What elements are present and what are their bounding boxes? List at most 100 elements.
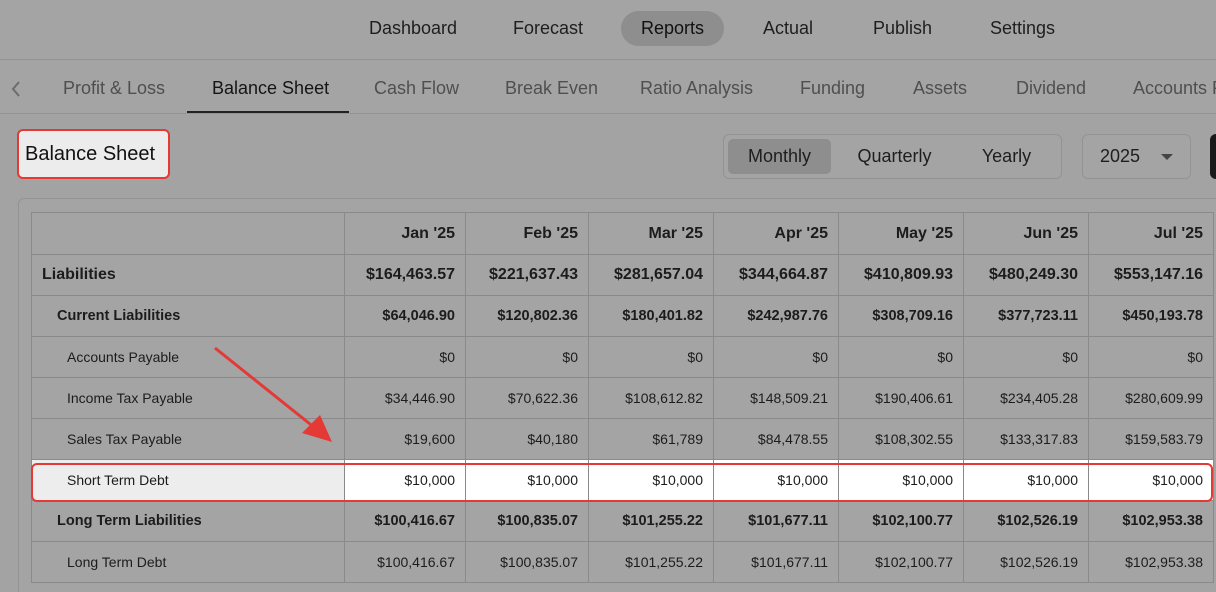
cell-value: $19,600: [344, 418, 466, 460]
cell-value: $234,405.28: [963, 377, 1089, 419]
column-header: Mar '25: [588, 212, 714, 255]
year-select[interactable]: 2025: [1082, 134, 1191, 179]
cell-value: $344,664.87: [713, 254, 839, 296]
report-tabs: Profit & Loss Balance Sheet Cash Flow Br…: [0, 61, 1216, 114]
cell-value: $480,249.30: [963, 254, 1089, 296]
balance-sheet-table: Jan '25 Feb '25 Mar '25 Apr '25 May '25 …: [31, 212, 1214, 583]
cell-value: $10,000: [588, 459, 714, 501]
cell-value: $0: [465, 336, 589, 378]
cell-value: $10,000: [838, 459, 964, 501]
chevron-left-icon[interactable]: [10, 79, 28, 99]
cell-value: $100,835.07: [465, 541, 589, 583]
cell-value: $10,000: [465, 459, 589, 501]
nav-reports[interactable]: Reports: [621, 11, 725, 46]
cell-value: $61,789: [588, 418, 714, 460]
column-header: Jun '25: [963, 212, 1089, 255]
cell-value: $0: [838, 336, 964, 378]
cell-value: $0: [1088, 336, 1214, 378]
table-row[interactable]: Income Tax Payable $34,446.90 $70,622.36 $1…: [31, 377, 1214, 419]
top-nav: Dashboard Forecast Reports Actual Publis…: [0, 0, 1216, 60]
table-row[interactable]: Long Term Liabilities $100,416.67 $100,835…: [31, 500, 1214, 542]
cell-value: $102,953.38: [1088, 541, 1214, 583]
row-label: Short Term Debt: [31, 459, 345, 501]
table-row[interactable]: Liabilities $164,463.57 $221,637.43 $281,65…: [31, 254, 1214, 296]
cell-value: $10,000: [1088, 459, 1214, 501]
action-button[interactable]: [1210, 134, 1216, 179]
cell-value: $377,723.11: [963, 295, 1089, 337]
cell-value: $242,987.76: [713, 295, 839, 337]
column-header: Apr '25: [713, 212, 839, 255]
cell-value: $308,709.16: [838, 295, 964, 337]
period-toggle: Monthly Quarterly Yearly: [723, 134, 1062, 179]
tab-assets[interactable]: Assets: [913, 78, 968, 98]
cell-value: $148,509.21: [713, 377, 839, 419]
table-row[interactable]: Current Liabilities $64,046.90 $120,802.36…: [31, 295, 1214, 337]
nav-forecast[interactable]: Forecast: [513, 18, 584, 38]
tab-ratio-analysis[interactable]: Ratio Analysis: [640, 78, 754, 98]
table-row[interactable]: Accounts Payable $0 $0 $0 $0 $0 $0 $0: [31, 336, 1214, 378]
tab-funding[interactable]: Funding: [800, 78, 866, 98]
cell-value: $0: [344, 336, 466, 378]
cell-value: $450,193.78: [1088, 295, 1214, 337]
cell-value: $40,180: [465, 418, 589, 460]
header-row: Jan '25 Feb '25 Mar '25 Apr '25 May '25 …: [31, 212, 1214, 255]
column-header: Jan '25: [344, 212, 466, 255]
tab-break-even[interactable]: Break Even: [505, 78, 599, 98]
row-label: Long Term Debt: [31, 541, 345, 583]
cell-value: $101,677.11: [713, 500, 839, 542]
cell-value: $101,255.22: [588, 500, 714, 542]
nav-settings[interactable]: Settings: [990, 18, 1056, 38]
tab-accounts-payable[interactable]: Accounts P: [1133, 78, 1216, 98]
row-label: Liabilities: [31, 254, 345, 296]
cell-value: $553,147.16: [1088, 254, 1214, 296]
cell-value: $10,000: [344, 459, 466, 501]
column-header: Jul '25: [1088, 212, 1214, 255]
cell-value: $164,463.57: [344, 254, 466, 296]
cell-value: $159,583.79: [1088, 418, 1214, 460]
cell-value: $34,446.90: [344, 377, 466, 419]
cell-value: $280,609.99: [1088, 377, 1214, 419]
cell-value: $0: [588, 336, 714, 378]
column-header: May '25: [838, 212, 964, 255]
table-row[interactable]: Sales Tax Payable $19,600 $40,180 $61,789 $8…: [31, 418, 1214, 460]
row-label: Current Liabilities: [31, 295, 345, 337]
period-yearly[interactable]: Yearly: [981, 146, 1032, 166]
row-label: Long Term Liabilities: [31, 500, 345, 542]
cell-value: $84,478.55: [713, 418, 839, 460]
nav-dashboard[interactable]: Dashboard: [369, 18, 458, 38]
cell-value: $100,835.07: [465, 500, 589, 542]
nav-actual[interactable]: Actual: [763, 18, 814, 38]
cell-value: $102,953.38: [1088, 500, 1214, 542]
caret-down-icon: [1161, 154, 1173, 160]
tab-profit-loss[interactable]: Profit & Loss: [63, 78, 166, 98]
cell-value: $0: [963, 336, 1089, 378]
active-tab-underline: [187, 111, 349, 113]
page-title: Balance Sheet: [17, 129, 170, 179]
cell-value: $102,100.77: [838, 500, 964, 542]
cell-value: $108,612.82: [588, 377, 714, 419]
cell-value: $410,809.93: [838, 254, 964, 296]
cell-value: $64,046.90: [344, 295, 466, 337]
period-monthly[interactable]: Monthly: [728, 139, 831, 174]
cell-value: $70,622.36: [465, 377, 589, 419]
cell-value: $108,302.55: [838, 418, 964, 460]
cell-value: $120,802.36: [465, 295, 589, 337]
table-row[interactable]: Long Term Debt $100,416.67 $100,835.07 $101…: [31, 541, 1214, 583]
cell-value: $101,255.22: [588, 541, 714, 583]
nav-publish[interactable]: Publish: [873, 18, 933, 38]
tab-cash-flow[interactable]: Cash Flow: [374, 78, 460, 98]
column-header: Feb '25: [465, 212, 589, 255]
table-row[interactable]: Short Term Debt $10,000 $10,000 $10,000 $10,…: [31, 459, 1214, 501]
annotation-arrow: [214, 346, 332, 442]
cell-value: $102,100.77: [838, 541, 964, 583]
tab-balance-sheet[interactable]: Balance Sheet: [212, 78, 330, 98]
cell-value: $102,526.19: [963, 541, 1089, 583]
tab-dividend[interactable]: Dividend: [1016, 78, 1087, 98]
cell-value: $133,317.83: [963, 418, 1089, 460]
cell-value: $101,677.11: [713, 541, 839, 583]
period-quarterly[interactable]: Quarterly: [857, 146, 932, 166]
cell-value: $10,000: [963, 459, 1089, 501]
cell-value: $100,416.67: [344, 541, 466, 583]
cell-value: $180,401.82: [588, 295, 714, 337]
cell-value: $221,637.43: [465, 254, 589, 296]
